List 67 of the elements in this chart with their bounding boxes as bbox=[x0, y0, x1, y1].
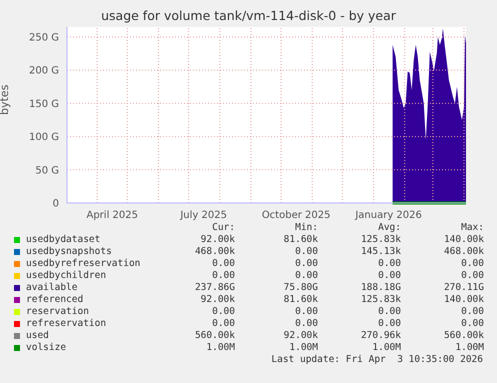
text: 1.00M bbox=[372, 342, 401, 354]
text: 270.11G bbox=[444, 282, 484, 294]
y-tick-label: 200 G bbox=[28, 66, 59, 77]
legend-label: referenced bbox=[26, 294, 84, 306]
text: 0.00 bbox=[212, 258, 235, 270]
text: 0.00 bbox=[295, 246, 318, 258]
text: Cur: bbox=[212, 222, 235, 234]
y-tick-label: 0 bbox=[52, 198, 59, 210]
text: 125.83k bbox=[360, 294, 401, 306]
text: 81.60k bbox=[284, 294, 318, 306]
legend-label: usedbyrefreservation bbox=[26, 258, 140, 270]
legend-label: usedbysnapshots bbox=[26, 246, 112, 258]
text: 0.00 bbox=[378, 270, 401, 282]
y-axis-title: bytes bbox=[0, 84, 11, 115]
text: 0.00 bbox=[212, 306, 235, 318]
x-tick-label: April 2025 bbox=[86, 210, 138, 222]
text: 1.00M bbox=[455, 342, 484, 354]
text: Last update: Fri Apr 3 10:35:00 2026 bbox=[271, 354, 483, 366]
text: 0.00 bbox=[461, 306, 484, 318]
chart-title: usage for volume tank/vm-114-disk-0 - by year bbox=[100, 8, 397, 23]
text: 0.00 bbox=[295, 318, 318, 330]
x-tick-label: July 2025 bbox=[179, 210, 227, 222]
text: 188.18G bbox=[360, 282, 401, 294]
text: 0.00 bbox=[378, 258, 401, 270]
text: 1.00M bbox=[289, 342, 318, 354]
text: 560.00k bbox=[444, 330, 484, 342]
text: 145.13k bbox=[360, 246, 401, 258]
text: 75.80G bbox=[284, 282, 318, 294]
text: 270.96k bbox=[360, 330, 401, 342]
legend-label: refreservation bbox=[26, 318, 106, 330]
text: 0.00 bbox=[378, 318, 401, 330]
y-tick-label: 250 G bbox=[28, 32, 59, 44]
text: 0.00 bbox=[461, 270, 484, 282]
text: 140.00k bbox=[444, 294, 484, 306]
text: 0.00 bbox=[295, 306, 318, 318]
legend-label: used bbox=[26, 330, 49, 342]
text: 92.00k bbox=[284, 330, 318, 342]
text: 0.00 bbox=[295, 258, 318, 270]
legend-label: volsize bbox=[26, 342, 66, 354]
text: Avg: bbox=[378, 222, 401, 234]
text: 140.00k bbox=[444, 234, 484, 246]
y-tick-label: 50 G bbox=[35, 165, 59, 176]
text: 237.86G bbox=[194, 282, 235, 294]
y-tick-label: 150 G bbox=[28, 98, 59, 110]
text: 1.00M bbox=[206, 342, 235, 354]
legend-label: available bbox=[26, 282, 78, 294]
text: 0.00 bbox=[295, 270, 318, 282]
text: 0.00 bbox=[461, 318, 484, 330]
text: 0.00 bbox=[212, 270, 235, 282]
text: 0.00 bbox=[212, 318, 235, 330]
text: 125.83k bbox=[360, 234, 401, 246]
text: 81.60k bbox=[284, 234, 318, 246]
x-tick-label: January 2026 bbox=[354, 210, 422, 222]
legend-label: usedbydataset bbox=[26, 234, 100, 246]
text: 468.00k bbox=[194, 246, 235, 258]
text: Max: bbox=[461, 222, 484, 234]
legend-label: usedbychildren bbox=[26, 270, 106, 282]
y-tick-label: 100 G bbox=[28, 132, 59, 144]
text: 0.00 bbox=[461, 258, 484, 270]
text: Min: bbox=[295, 222, 318, 234]
text: 92.00k bbox=[200, 294, 235, 306]
legend-label: reservation bbox=[26, 306, 89, 318]
text: 92.00k bbox=[200, 234, 235, 246]
text: 560.00k bbox=[194, 330, 235, 342]
text: 468.00k bbox=[444, 246, 484, 258]
x-tick-label: October 2025 bbox=[262, 210, 330, 222]
text: 0.00 bbox=[378, 306, 401, 318]
